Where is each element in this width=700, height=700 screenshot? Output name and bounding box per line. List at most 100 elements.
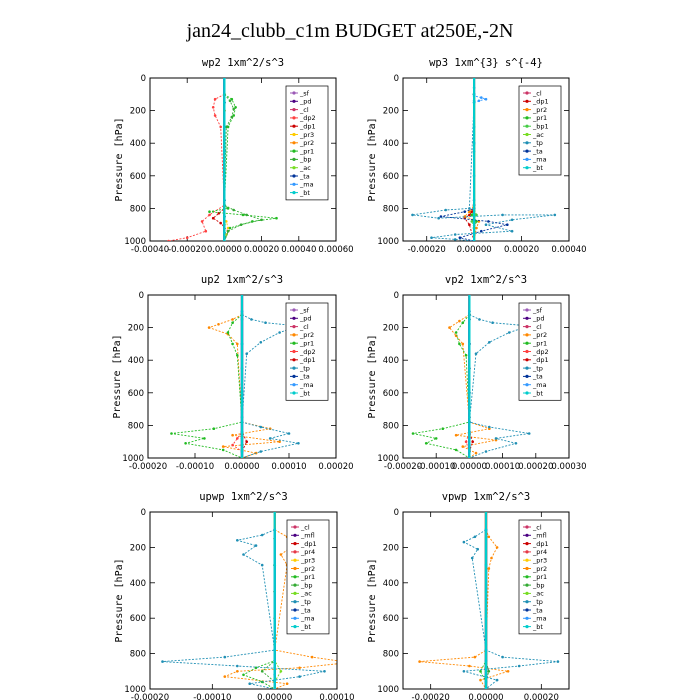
legend-marker: [292, 157, 296, 161]
data-point: [510, 218, 514, 222]
data-point: [204, 229, 208, 233]
data-point: [231, 321, 234, 325]
series-line-pr2: [448, 314, 497, 458]
data-point: [279, 670, 283, 673]
data-point: [211, 216, 215, 220]
legend-label: _cl: [532, 523, 542, 531]
legend-label: _ma: [300, 615, 315, 623]
legend: _sf_pd_cl_pr2_pr1_dp2_dp1_tp_ta_ma_bt: [285, 302, 329, 401]
data-point: [418, 660, 421, 663]
data-point: [242, 553, 245, 556]
legend-marker: [525, 542, 529, 546]
data-point: [494, 437, 498, 440]
legend-label: _ac: [300, 590, 312, 598]
legend-label: _cl: [532, 89, 542, 97]
data-point: [241, 213, 245, 217]
data-point: [254, 544, 258, 547]
data-point: [484, 537, 488, 540]
series-lines: [170, 295, 300, 458]
x-tick-label: 0.00040: [281, 245, 316, 255]
legend-marker: [293, 525, 297, 529]
data-point: [223, 215, 226, 218]
legend-label: _bt: [532, 389, 543, 397]
legend-marker: [525, 366, 529, 370]
data-point: [245, 440, 248, 444]
x-tick-label: -0.00010: [176, 462, 214, 472]
series-line-tp: [241, 314, 299, 458]
data-point: [213, 114, 217, 117]
data-point: [298, 675, 301, 678]
legend-label: _bt: [299, 389, 310, 397]
data-point: [468, 213, 471, 217]
legend-marker: [525, 566, 529, 571]
data-point: [273, 678, 277, 682]
data-point: [248, 682, 251, 685]
legend-marker: [293, 591, 297, 596]
series-lines: [161, 512, 337, 689]
legend-label: _pr2: [300, 565, 315, 573]
data-point: [264, 321, 267, 325]
x-tick-label: -0.00020: [412, 693, 450, 700]
data-point: [273, 616, 277, 620]
legend-marker: [293, 566, 297, 571]
y-tick-label: 0: [141, 508, 146, 518]
legend-marker: [525, 124, 529, 128]
data-point: [470, 556, 474, 560]
data-point: [468, 223, 471, 226]
legend: _cl_mfl_dp1_pr4_pr3_pr2_pr1_bp_ac_tp_ta_…: [286, 519, 330, 635]
data-point: [468, 210, 471, 213]
legend-label: _pr2: [532, 331, 547, 339]
data-point: [472, 174, 476, 178]
y-axis-label: Pressure [hPa]: [114, 558, 125, 642]
data-point: [240, 432, 244, 435]
data-point: [208, 210, 211, 213]
legend-marker: [525, 374, 529, 378]
legend-label: _pd: [532, 315, 545, 323]
legend-label: _ma: [532, 381, 547, 389]
y-tick-label: 1000: [124, 685, 146, 695]
data-point: [472, 215, 476, 218]
x-tick-label: -0.00020: [168, 245, 206, 255]
legend-label: _ac: [299, 164, 311, 172]
legend-marker: [525, 583, 529, 587]
data-point: [223, 125, 226, 129]
data-point: [323, 670, 326, 673]
y-tick-label: 400: [383, 579, 399, 589]
data-point: [472, 239, 476, 241]
data-point: [484, 678, 488, 682]
legend-marker: [292, 182, 296, 186]
legend-marker: [293, 625, 297, 629]
legend-label: _tp: [300, 598, 311, 606]
y-tick-label: 200: [383, 543, 399, 553]
legend-label: _bt: [532, 164, 543, 172]
series-line-pr1: [171, 314, 243, 458]
legend-label: _ac: [532, 590, 544, 598]
data-point: [236, 670, 239, 673]
legend-label: _pr3: [300, 557, 315, 565]
legend-marker: [525, 391, 529, 395]
data-point: [226, 125, 230, 129]
data-point: [487, 535, 491, 539]
x-tick-label: 0.00020: [504, 245, 539, 255]
data-point: [506, 223, 509, 226]
data-point: [475, 220, 478, 223]
y-tick-label: 800: [383, 204, 399, 214]
data-point: [223, 101, 226, 104]
data-point: [232, 208, 235, 212]
data-point: [453, 238, 457, 241]
series-lines: [411, 295, 531, 458]
y-tick-label: 400: [130, 579, 146, 589]
panel-title: wp3 1xm^{3} s^{-4}: [429, 57, 543, 69]
legend-marker: [525, 600, 529, 604]
y-tick-label: 600: [383, 172, 399, 182]
legend-label: _ta: [299, 373, 310, 381]
x-tick-label: -0.00020: [384, 462, 422, 472]
data-point: [472, 78, 476, 80]
y-tick-label: 800: [383, 421, 399, 431]
legend-label: _pr1: [532, 114, 547, 122]
data-point: [211, 106, 215, 109]
data-point: [501, 213, 504, 217]
legend-marker: [525, 99, 529, 103]
data-point: [468, 432, 471, 435]
legend-marker: [525, 608, 529, 612]
